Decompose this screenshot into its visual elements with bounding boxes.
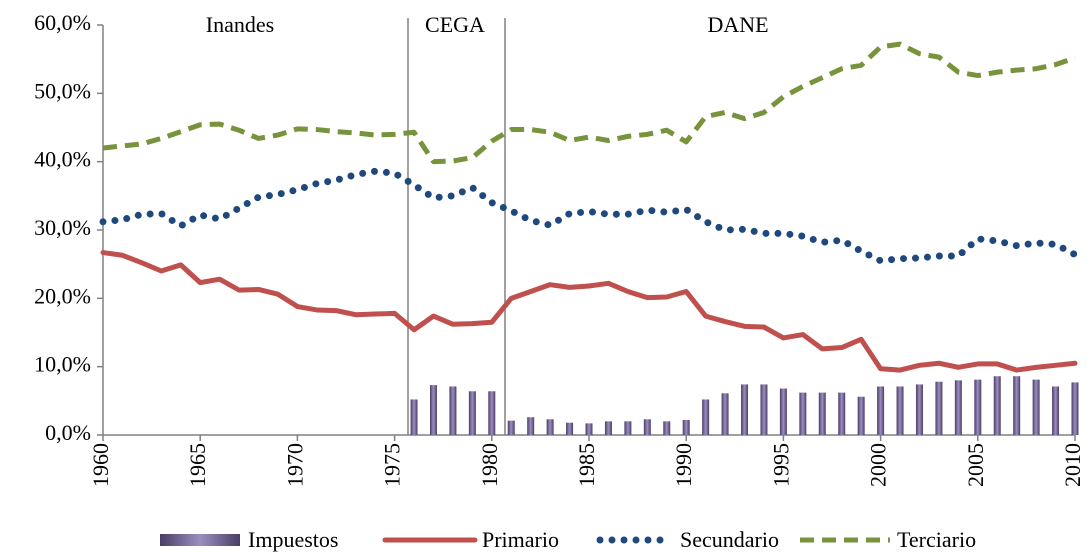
bar (760, 384, 768, 435)
bar (1013, 376, 1021, 435)
bar (799, 392, 807, 435)
y-tick-label: 30,0% (34, 215, 91, 240)
series-line (99, 167, 1079, 265)
legend-swatch (160, 534, 240, 546)
bar (682, 419, 690, 435)
y-tick-label: 40,0% (34, 147, 91, 172)
x-tick-label: 1975 (380, 443, 405, 487)
bar (721, 393, 729, 435)
bar (1071, 382, 1079, 435)
bar (857, 396, 865, 435)
x-tick-label: 1965 (185, 443, 210, 487)
bar (527, 417, 535, 435)
x-tick-label: 2000 (866, 443, 891, 487)
x-tick-label: 2005 (963, 443, 988, 487)
x-tick-label: 1960 (88, 443, 113, 487)
bar (1032, 379, 1040, 435)
bar (974, 379, 982, 435)
bar (896, 386, 904, 435)
bar (741, 384, 749, 435)
bar (915, 384, 923, 435)
bar (935, 381, 943, 435)
bar (877, 386, 885, 435)
bar (546, 419, 554, 435)
y-tick-label: 0,0% (45, 420, 91, 445)
bar (663, 421, 671, 435)
bar (604, 421, 612, 435)
bar (468, 391, 476, 435)
bar (410, 399, 418, 435)
bar (702, 399, 710, 435)
legend-label: Impuestos (248, 527, 338, 552)
bar (818, 392, 826, 435)
x-tick-label: 1995 (768, 443, 793, 487)
period-label: Inandes (206, 12, 274, 37)
x-tick-label: 1990 (671, 443, 696, 487)
legend-label: Terciario (897, 527, 976, 552)
period-label: CEGA (425, 12, 485, 37)
y-tick-label: 20,0% (34, 283, 91, 308)
bar (838, 392, 846, 435)
x-tick-label: 1985 (574, 443, 599, 487)
x-tick-label: 1970 (282, 443, 307, 487)
series-line (102, 41, 1076, 165)
legend-label: Primario (482, 527, 559, 552)
bar (449, 386, 457, 435)
bar (954, 380, 962, 435)
period-label: DANE (707, 12, 768, 37)
bar (585, 423, 593, 435)
x-tick-label: 2010 (1060, 443, 1085, 487)
bar (779, 388, 787, 435)
bar (429, 385, 437, 435)
x-tick-label: 1980 (477, 443, 502, 487)
series-line (100, 250, 1078, 373)
y-tick-label: 50,0% (34, 78, 91, 103)
bar (488, 391, 496, 435)
legend-label: Secundario (680, 527, 779, 552)
bar (993, 376, 1001, 435)
bar (624, 421, 632, 435)
bar (566, 422, 574, 435)
y-tick-label: 60,0% (34, 10, 91, 35)
y-tick-label: 10,0% (34, 352, 91, 377)
bar (643, 419, 651, 435)
bar (507, 420, 515, 435)
bar (1052, 386, 1060, 435)
